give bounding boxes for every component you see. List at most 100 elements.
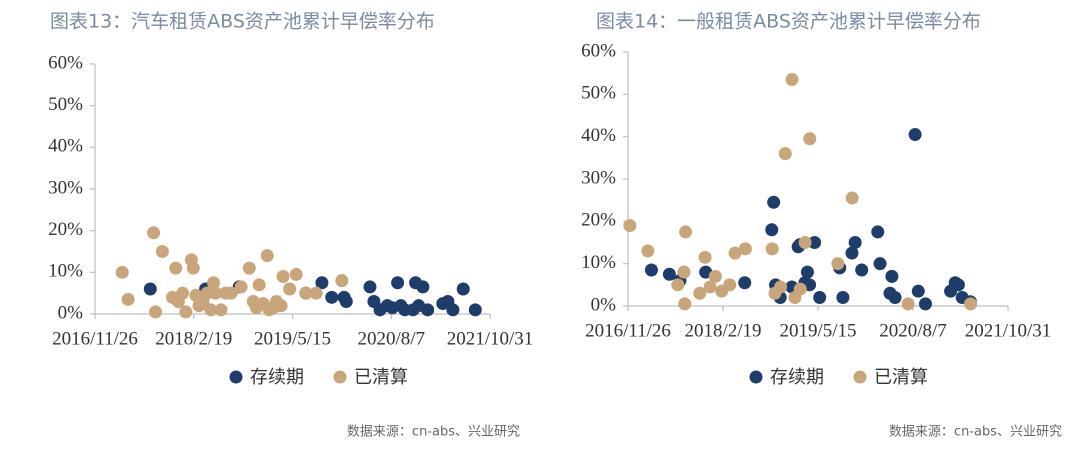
point [765,242,779,256]
point [855,263,869,277]
point [831,257,845,271]
chart-title: 图表14：一般租赁ABS资产池累计早偿率分布 [596,11,981,33]
legend-marker [229,370,243,384]
point [845,191,859,205]
point [723,278,737,292]
point [209,286,223,300]
point [901,297,915,311]
point [800,265,814,279]
y-tick-label: 50% [581,83,616,104]
point [339,295,353,308]
point [793,282,807,296]
y-tick-label: 50% [48,94,83,115]
point [242,261,256,275]
point [911,284,925,298]
point [738,276,752,290]
y-tick-label: 60% [581,40,616,61]
point [260,249,274,263]
point [671,278,685,292]
point [662,267,676,281]
point [468,303,482,317]
legend-label: 已清算 [354,367,408,388]
y-tick-label: 0% [58,302,84,323]
point [283,282,297,296]
point [391,276,405,290]
point [951,278,965,292]
y-tick-label: 10% [48,261,83,282]
point [798,236,812,249]
point [778,147,792,161]
point [276,270,290,283]
point [677,265,691,279]
x-tick-label: 2019/5/15 [779,320,856,341]
y-tick-label: 20% [48,219,83,240]
legend-label: 存续期 [250,367,304,388]
point [179,305,193,319]
x-tick-label: 2019/5/15 [254,328,331,349]
point [309,286,323,300]
point [641,244,655,258]
point [456,282,470,296]
point [738,242,752,256]
point [115,265,129,279]
point [918,297,932,311]
point [803,132,817,146]
y-tick-label: 60% [48,52,83,73]
point [234,280,248,294]
point [964,297,978,311]
point [176,286,190,300]
point [274,299,288,313]
point [848,236,862,249]
y-tick-label: 40% [48,136,83,157]
y-tick-label: 30% [48,177,83,198]
legend-marker [853,370,867,384]
point [289,267,303,281]
point [207,276,220,290]
point [699,265,713,279]
point [885,269,899,283]
point [416,280,430,294]
point [644,263,658,277]
point [785,73,799,87]
point [678,297,692,311]
point [204,303,218,317]
legend-marker [333,370,347,384]
legend-label: 存续期 [770,367,824,388]
point [446,303,460,317]
point [155,245,169,258]
point [623,219,637,233]
point [149,305,163,319]
x-tick-label: 2021/10/31 [447,328,534,349]
point [315,276,329,290]
legend-marker [749,370,763,384]
chart-title: 图表13：汽车租赁ABS资产池累计早偿率分布 [50,11,435,33]
point [873,257,887,271]
y-tick-label: 30% [581,167,616,188]
point [214,303,228,317]
point [363,280,377,294]
y-tick-label: 40% [581,125,616,146]
point [813,291,827,305]
point [774,280,788,294]
y-tick-label: 0% [591,294,617,315]
point [679,225,693,239]
point [252,278,266,292]
point [845,246,859,260]
point [143,282,157,296]
point [299,286,313,300]
legend-label: 已清算 [874,367,928,388]
point [421,303,435,317]
point [871,225,885,239]
x-tick-label: 2016/11/26 [585,320,671,341]
point [808,236,822,249]
source-note: 数据来源：cn-abs、兴业研究 [347,425,520,440]
y-tick-label: 20% [581,210,616,231]
x-tick-label: 2021/10/31 [965,320,1052,341]
x-tick-label: 2016/11/26 [52,328,138,349]
point [767,195,781,209]
point [147,226,161,240]
x-tick-label: 2020/8/7 [879,320,947,341]
x-tick-label: 2018/2/19 [684,320,761,341]
